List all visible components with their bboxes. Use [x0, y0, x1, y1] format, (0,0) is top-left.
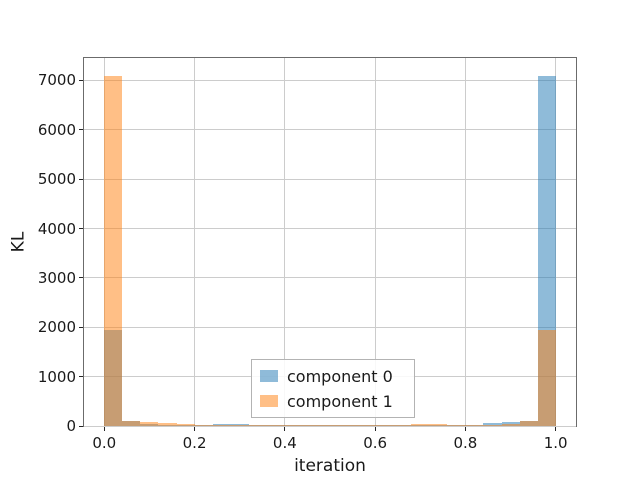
legend-item-component-1: component 1 — [260, 392, 406, 411]
y-tick-mark — [79, 129, 83, 131]
y-tick-label: 5000 — [37, 170, 76, 189]
histogram-bar-component-1 — [158, 423, 177, 426]
x-tick-label: 0.0 — [92, 434, 117, 452]
y-tick-mark — [79, 228, 83, 230]
legend-item-component-0: component 0 — [260, 367, 406, 386]
legend-label-component-1: component 1 — [287, 391, 393, 411]
y-tick-label: 2000 — [37, 318, 76, 337]
y-axis-label: KL — [8, 231, 29, 253]
x-tick-label: 0.6 — [363, 434, 388, 452]
histogram-bar-component-0 — [483, 422, 502, 426]
legend-swatch-component-1-icon — [260, 395, 278, 407]
histogram-bar-component-1 — [140, 422, 159, 426]
x-tick-label: 1.0 — [543, 434, 568, 452]
histogram-bar-component-1 — [339, 425, 358, 426]
x-tick-mark — [103, 427, 105, 431]
histogram-bar-component-1 — [194, 424, 213, 426]
gridline-vertical — [194, 58, 196, 426]
x-tick-mark — [284, 427, 286, 431]
y-tick-mark — [79, 425, 83, 427]
histogram-bar-component-1 — [212, 424, 231, 426]
y-tick-mark — [79, 277, 83, 279]
gridline-horizontal — [84, 129, 576, 131]
histogram-bar-component-1 — [429, 423, 448, 426]
legend-label-component-0: component 0 — [287, 366, 393, 386]
gridline-horizontal — [84, 79, 576, 81]
histogram-bar-component-1 — [447, 424, 466, 426]
gridline-horizontal — [84, 326, 576, 328]
histogram-bar-component-1 — [122, 420, 141, 426]
gridline-vertical — [464, 58, 466, 426]
histogram-bar-component-1 — [176, 424, 195, 426]
histogram-bar-component-1 — [519, 420, 538, 426]
gridline-vertical — [555, 58, 557, 426]
legend: component 0 component 1 — [251, 359, 415, 418]
legend-swatch-component-0-icon — [260, 370, 278, 382]
y-tick-label: 4000 — [37, 219, 76, 238]
histogram-bar-component-1 — [230, 424, 249, 426]
histogram-bar-component-0 — [230, 423, 249, 426]
gridline-horizontal — [84, 277, 576, 279]
y-tick-label: 7000 — [37, 71, 76, 90]
y-tick-mark — [79, 79, 83, 81]
histogram-bar-component-0 — [501, 421, 520, 426]
x-tick-mark — [194, 427, 196, 431]
x-tick-label: 0.8 — [453, 434, 478, 452]
x-tick-mark — [464, 427, 466, 431]
histogram-bar-component-1 — [537, 329, 556, 426]
x-tick-label: 0.4 — [272, 434, 297, 452]
x-tick-mark — [374, 427, 376, 431]
histogram-bar-component-1 — [501, 424, 520, 426]
gridline-horizontal — [84, 228, 576, 230]
y-tick-label: 0 — [66, 417, 76, 435]
x-tick-mark — [555, 427, 557, 431]
x-tick-label: 0.2 — [182, 434, 207, 452]
histogram-bar-component-1 — [104, 75, 123, 426]
gridline-horizontal — [84, 425, 576, 427]
histogram-bar-component-1 — [284, 425, 303, 426]
histogram-bar-component-1 — [302, 425, 321, 426]
y-tick-label: 3000 — [37, 268, 76, 287]
y-tick-label: 1000 — [37, 367, 76, 386]
histogram-bar-component-1 — [411, 423, 430, 426]
y-tick-mark — [79, 178, 83, 180]
histogram-bar-component-1 — [375, 424, 394, 426]
histogram-bar-component-1 — [393, 424, 412, 426]
y-tick-mark — [79, 326, 83, 328]
x-axis-label: iteration — [294, 456, 366, 476]
histogram-bar-component-1 — [248, 425, 267, 426]
gridline-vertical — [374, 58, 376, 426]
histogram-bar-component-1 — [320, 425, 340, 426]
gridline-vertical — [284, 58, 286, 426]
y-tick-mark — [79, 376, 83, 378]
histogram-bar-component-1 — [483, 424, 502, 426]
gridline-horizontal — [84, 178, 576, 180]
histogram-bar-component-1 — [465, 424, 484, 426]
y-tick-label: 6000 — [37, 120, 76, 139]
histogram-bar-component-1 — [266, 425, 285, 426]
histogram-bar-component-1 — [357, 424, 376, 426]
plot-area: component 0 component 1 — [83, 57, 577, 427]
